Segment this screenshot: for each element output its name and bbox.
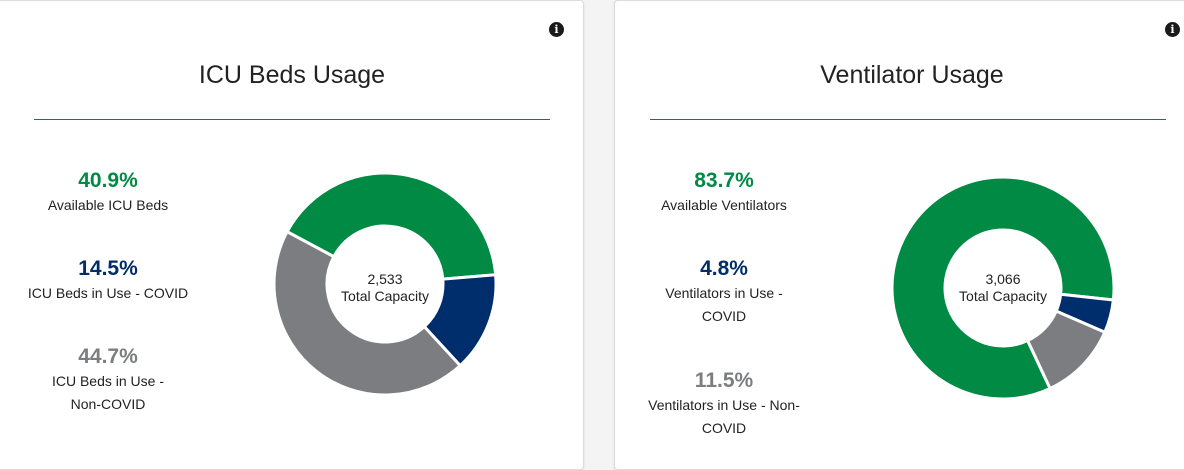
divider (34, 119, 550, 120)
stat-label: ICU Beds in Use - COVID (27, 285, 189, 301)
total-capacity-value: 3,066 (985, 271, 1021, 287)
stat-percent: 83.7% (694, 169, 754, 192)
icu-donut-chart (272, 171, 498, 397)
segment-non-covid[interactable] (272, 229, 463, 397)
stat-percent: 11.5% (694, 369, 754, 392)
stat-available: 40.9% Available ICU Beds (3, 168, 213, 217)
segment-non-covid[interactable] (1025, 309, 1107, 391)
donut-center: 2,533 Total Capacity (315, 271, 455, 305)
info-icon[interactable]: i (1165, 22, 1180, 37)
stat-available: 83.7% Available Ventilators (619, 168, 829, 217)
total-capacity-label: Total Capacity (959, 288, 1047, 304)
total-capacity-label: Total Capacity (341, 288, 429, 304)
divider (650, 119, 1166, 120)
stat-label: Available ICU Beds (47, 197, 169, 213)
stat-label: Available Ventilators (661, 197, 787, 213)
stat-covid: 4.8% Ventilators in Use - COVID (619, 256, 829, 328)
stat-non-covid: 44.7% ICU Beds in Use - Non-COVID (3, 344, 213, 416)
donut-center: 3,066 Total Capacity (933, 271, 1073, 305)
segment-available[interactable] (890, 175, 1116, 401)
stat-label: Ventilators in Use - COVID (665, 285, 783, 324)
stat-covid: 14.5% ICU Beds in Use - COVID (3, 256, 213, 305)
stat-label: ICU Beds in Use - Non-COVID (51, 373, 165, 412)
card-title: Ventilator Usage (820, 61, 1004, 89)
stat-percent: 40.9% (78, 169, 138, 192)
stat-percent: 14.5% (78, 257, 138, 280)
total-capacity-value: 2,533 (367, 271, 403, 287)
ventilator-donut-chart (890, 175, 1116, 401)
stat-label: Ventilators in Use - Non-COVID (648, 397, 800, 436)
stat-percent: 44.7% (78, 345, 138, 368)
stat-percent: 4.8% (700, 257, 748, 280)
segment-available[interactable] (285, 171, 498, 281)
ventilator-card: i Ventilator Usage 83.7% Available Venti… (614, 0, 1184, 470)
card-title: ICU Beds Usage (198, 61, 386, 89)
icu-beds-card: i ICU Beds Usage 40.9% Available ICU Bed… (0, 0, 584, 470)
info-icon[interactable]: i (549, 22, 564, 37)
stat-non-covid: 11.5% Ventilators in Use - Non-COVID (619, 368, 829, 440)
